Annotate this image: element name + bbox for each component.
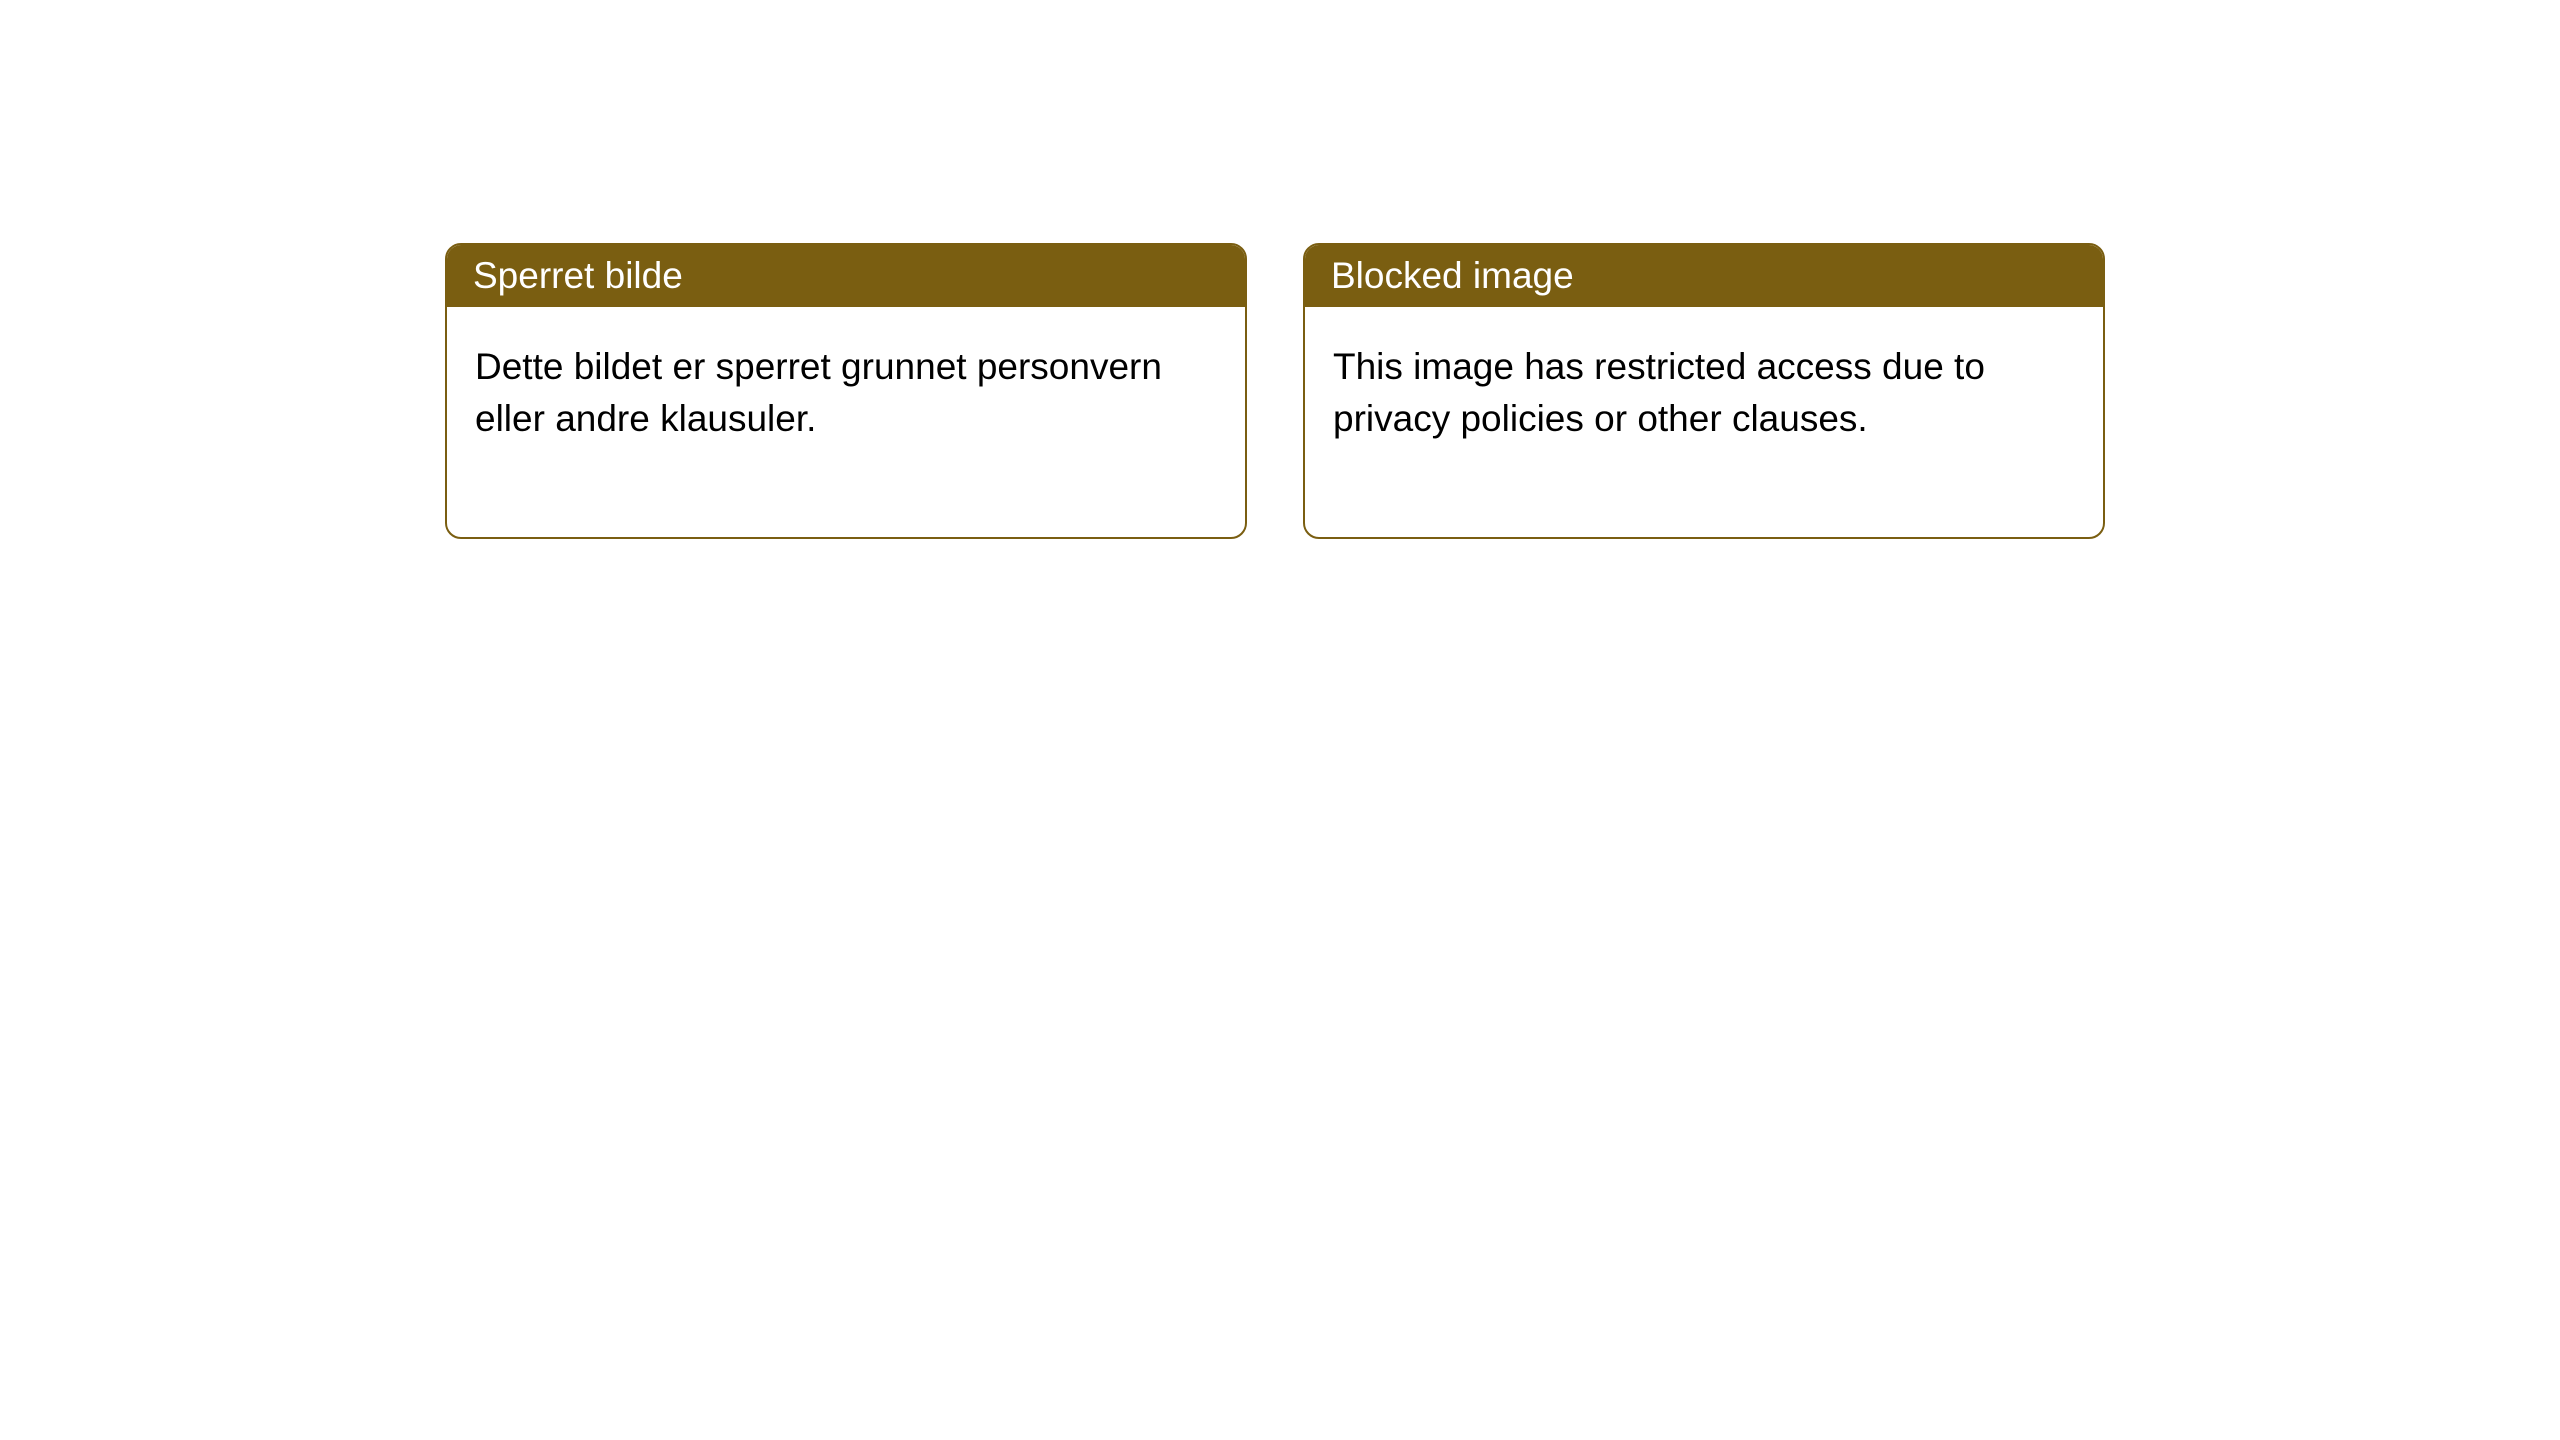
- card-title-en: Blocked image: [1331, 255, 1574, 296]
- blocked-image-card-no: Sperret bilde Dette bildet er sperret gr…: [445, 243, 1247, 539]
- card-title-no: Sperret bilde: [473, 255, 683, 296]
- card-message-no: Dette bildet er sperret grunnet personve…: [475, 346, 1162, 439]
- card-body-no: Dette bildet er sperret grunnet personve…: [447, 307, 1245, 537]
- cards-container: Sperret bilde Dette bildet er sperret gr…: [0, 0, 2560, 539]
- card-message-en: This image has restricted access due to …: [1333, 346, 1985, 439]
- card-header-no: Sperret bilde: [447, 245, 1245, 307]
- card-header-en: Blocked image: [1305, 245, 2103, 307]
- card-body-en: This image has restricted access due to …: [1305, 307, 2103, 537]
- blocked-image-card-en: Blocked image This image has restricted …: [1303, 243, 2105, 539]
